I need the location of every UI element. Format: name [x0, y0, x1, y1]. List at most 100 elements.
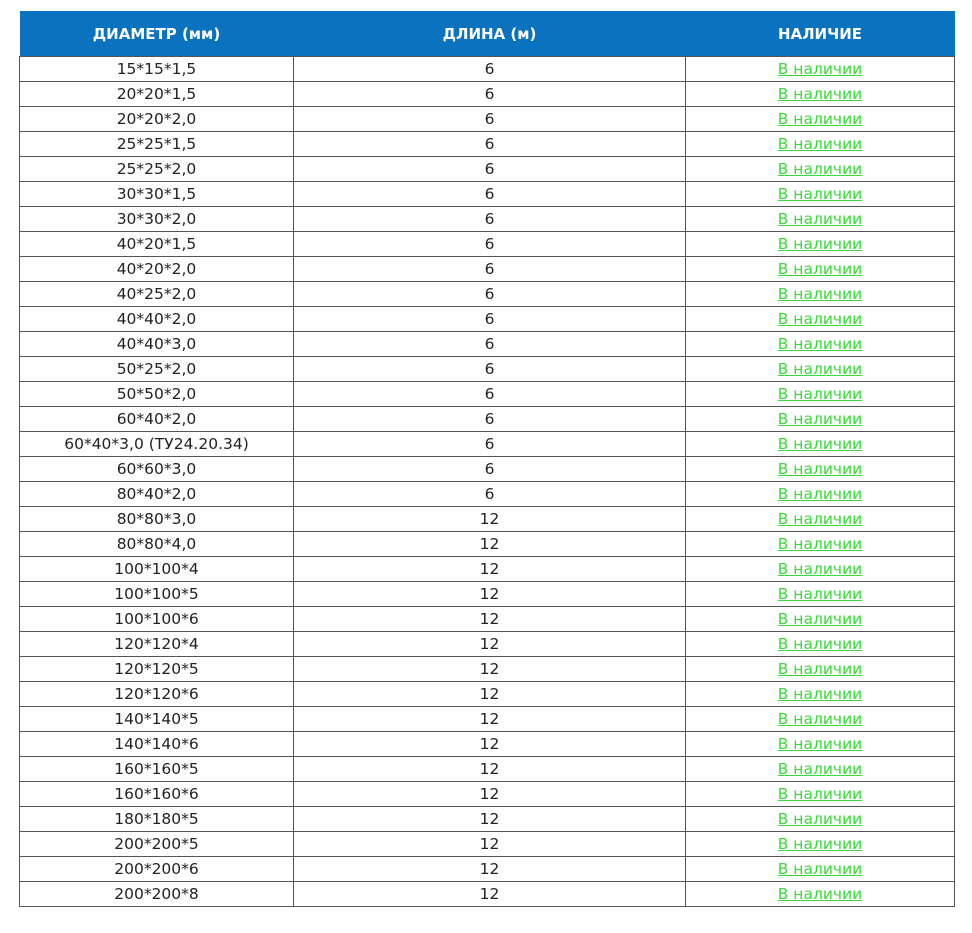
availability-link[interactable]: В наличии	[777, 360, 863, 378]
availability-link[interactable]: В наличии	[777, 635, 863, 653]
table-row: 30*30*1,5 6 В наличии	[19, 181, 955, 207]
availability-link[interactable]: В наличии	[777, 510, 863, 528]
availability-link[interactable]: В наличии	[777, 410, 863, 428]
cell-length: 6	[293, 406, 686, 432]
availability-link[interactable]: В наличии	[777, 385, 863, 403]
cell-diameter: 100*100*5	[19, 581, 294, 607]
cell-length: 12	[293, 831, 686, 857]
cell-diameter: 40*25*2,0	[19, 281, 294, 307]
cell-availability: В наличии	[685, 731, 955, 757]
cell-availability: В наличии	[685, 606, 955, 632]
cell-availability: В наличии	[685, 656, 955, 682]
availability-link[interactable]: В наличии	[777, 185, 863, 203]
cell-length: 12	[293, 506, 686, 532]
cell-availability: В наличии	[685, 281, 955, 307]
table-row: 200*200*6 12 В наличии	[19, 856, 955, 882]
availability-link[interactable]: В наличии	[777, 835, 863, 853]
cell-availability: В наличии	[685, 881, 955, 907]
availability-link[interactable]: В наличии	[777, 210, 863, 228]
table-row: 50*50*2,0 6 В наличии	[19, 381, 955, 407]
cell-length: 6	[293, 131, 686, 157]
cell-diameter: 80*80*4,0	[19, 531, 294, 557]
availability-link[interactable]: В наличии	[777, 285, 863, 303]
availability-link[interactable]: В наличии	[777, 435, 863, 453]
cell-length: 12	[293, 631, 686, 657]
cell-diameter: 15*15*1,5	[19, 56, 294, 82]
availability-link[interactable]: В наличии	[777, 110, 863, 128]
availability-link[interactable]: В наличии	[777, 710, 863, 728]
availability-link[interactable]: В наличии	[777, 685, 863, 703]
table-row: 120*120*5 12 В наличии	[19, 656, 955, 682]
table-row: 50*25*2,0 6 В наличии	[19, 356, 955, 382]
cell-availability: В наличии	[685, 106, 955, 132]
availability-link[interactable]: В наличии	[777, 760, 863, 778]
cell-diameter: 40*20*2,0	[19, 256, 294, 282]
availability-link[interactable]: В наличии	[777, 610, 863, 628]
cell-availability: В наличии	[685, 381, 955, 407]
availability-link[interactable]: В наличии	[777, 135, 863, 153]
table-row: 140*140*6 12 В наличии	[19, 731, 955, 757]
cell-availability: В наличии	[685, 406, 955, 432]
availability-link[interactable]: В наличии	[777, 85, 863, 103]
cell-length: 6	[293, 306, 686, 332]
availability-link[interactable]: В наличии	[777, 810, 863, 828]
cell-diameter: 120*120*5	[19, 656, 294, 682]
table-row: 80*80*4,0 12 В наличии	[19, 531, 955, 557]
table-body: 15*15*1,5 6 В наличии 20*20*1,5 6 В наличии 20…	[19, 56, 955, 907]
cell-diameter: 100*100*6	[19, 606, 294, 632]
availability-link[interactable]: В наличии	[777, 785, 863, 803]
cell-availability: В наличии	[685, 781, 955, 807]
availability-link[interactable]: В наличии	[777, 335, 863, 353]
cell-length: 12	[293, 856, 686, 882]
cell-length: 12	[293, 881, 686, 907]
availability-link[interactable]: В наличии	[777, 260, 863, 278]
cell-diameter: 140*140*5	[19, 706, 294, 732]
cell-length: 6	[293, 106, 686, 132]
cell-diameter: 200*200*8	[19, 881, 294, 907]
cell-availability: В наличии	[685, 456, 955, 482]
cell-diameter: 40*40*2,0	[19, 306, 294, 332]
cell-length: 6	[293, 256, 686, 282]
cell-diameter: 60*60*3,0	[19, 456, 294, 482]
availability-link[interactable]: В наличии	[777, 460, 863, 478]
cell-length: 12	[293, 706, 686, 732]
cell-availability: В наличии	[685, 356, 955, 382]
cell-length: 12	[293, 756, 686, 782]
table-row: 100*100*6 12 В наличии	[19, 606, 955, 632]
availability-link[interactable]: В наличии	[777, 885, 863, 903]
cell-availability: В наличии	[685, 831, 955, 857]
availability-link[interactable]: В наличии	[777, 485, 863, 503]
table-row: 80*40*2,0 6 В наличии	[19, 481, 955, 507]
table-row: 140*140*5 12 В наличии	[19, 706, 955, 732]
availability-link[interactable]: В наличии	[777, 560, 863, 578]
table-row: 40*40*2,0 6 В наличии	[19, 306, 955, 332]
column-header-diameter: ДИАМЕТР (мм)	[19, 11, 294, 57]
cell-availability: В наличии	[685, 581, 955, 607]
cell-availability: В наличии	[685, 806, 955, 832]
availability-link[interactable]: В наличии	[777, 660, 863, 678]
table-row: 40*20*2,0 6 В наличии	[19, 256, 955, 282]
table-row: 60*40*2,0 6 В наличии	[19, 406, 955, 432]
availability-link[interactable]: В наличии	[777, 735, 863, 753]
cell-diameter: 160*160*5	[19, 756, 294, 782]
table-row: 40*20*1,5 6 В наличии	[19, 231, 955, 257]
availability-link[interactable]: В наличии	[777, 585, 863, 603]
availability-link[interactable]: В наличии	[777, 535, 863, 553]
cell-diameter: 120*120*6	[19, 681, 294, 707]
table-row: 15*15*1,5 6 В наличии	[19, 56, 955, 82]
cell-length: 6	[293, 431, 686, 457]
availability-link[interactable]: В наличии	[777, 60, 863, 78]
table-row: 100*100*4 12 В наличии	[19, 556, 955, 582]
availability-link[interactable]: В наличии	[777, 860, 863, 878]
table-row: 20*20*2,0 6 В наличии	[19, 106, 955, 132]
cell-availability: В наличии	[685, 181, 955, 207]
availability-link[interactable]: В наличии	[777, 160, 863, 178]
cell-availability: В наличии	[685, 631, 955, 657]
cell-availability: В наличии	[685, 131, 955, 157]
cell-diameter: 160*160*6	[19, 781, 294, 807]
availability-link[interactable]: В наличии	[777, 310, 863, 328]
availability-link[interactable]: В наличии	[777, 235, 863, 253]
cell-length: 12	[293, 806, 686, 832]
cell-availability: В наличии	[685, 306, 955, 332]
cell-availability: В наличии	[685, 81, 955, 107]
